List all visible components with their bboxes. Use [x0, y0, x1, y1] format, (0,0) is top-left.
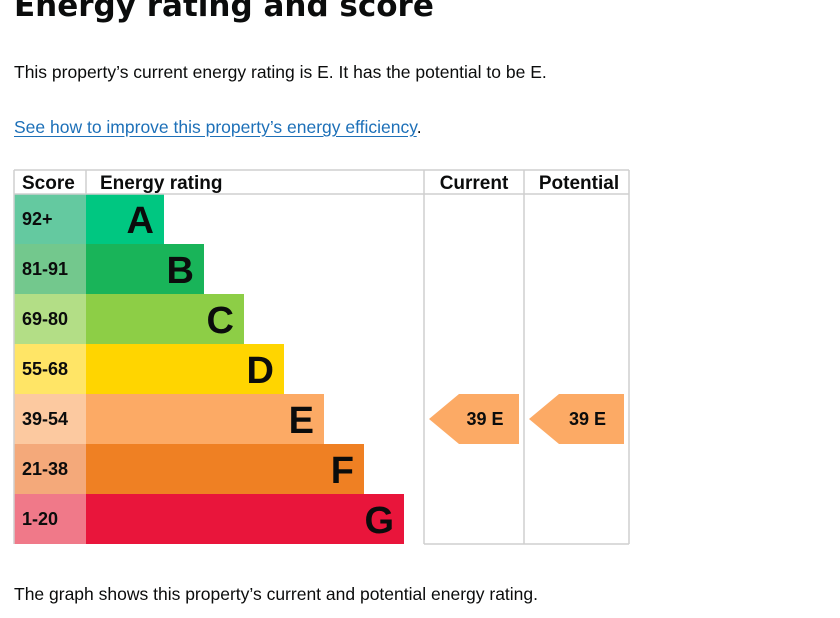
rating-letter-g: G	[364, 500, 394, 542]
current-rating-label: 39 E	[466, 409, 503, 429]
score-cell-b	[14, 244, 86, 294]
improve-link-suffix: .	[416, 117, 422, 137]
score-range-b: 81-91	[22, 259, 68, 279]
rating-bar-f	[86, 444, 364, 494]
rating-bar-b	[86, 244, 204, 294]
current-rating-arrow	[429, 394, 519, 444]
score-range-c: 69-80	[22, 309, 68, 329]
chart-headers: Score Energy rating Current Potential	[22, 173, 619, 194]
score-range-d: 55-68	[22, 359, 68, 379]
score-cell-d	[14, 344, 86, 394]
rating-letter-e: E	[289, 400, 314, 442]
score-cell-g	[14, 494, 86, 544]
header-current: Current	[440, 173, 509, 194]
page-title: Energy rating and score	[14, 0, 434, 24]
rating-letter-a: A	[127, 200, 154, 242]
rating-letter-d: D	[247, 350, 274, 392]
score-cell-a	[14, 194, 86, 244]
rating-bar-g	[86, 494, 404, 544]
rating-letter-f: F	[331, 450, 354, 492]
score-cell-f	[14, 444, 86, 494]
rating-markers: 39 E 39 E	[429, 394, 624, 444]
improve-paragraph: See how to improve this property’s energ…	[14, 115, 422, 139]
rating-bar-a	[86, 194, 164, 244]
rating-bar-c	[86, 294, 244, 344]
rating-bar-e	[86, 394, 324, 444]
rating-summary: This property’s current energy rating is…	[14, 62, 547, 82]
score-range-f: 21-38	[22, 459, 68, 479]
score-range-e: 39-54	[22, 409, 68, 429]
potential-rating-arrow	[529, 394, 624, 444]
chart-grid	[13, 169, 630, 545]
header-potential: Potential	[539, 173, 619, 194]
header-score: Score	[22, 173, 75, 194]
header-energy-rating: Energy rating	[100, 173, 222, 194]
score-cell-c	[14, 294, 86, 344]
score-range-g: 1-20	[22, 509, 58, 529]
rating-letter-b: B	[167, 250, 194, 292]
rating-bands: 92+ A 81-91 B 69-80 C 55-68 D 39-54 E 21-38 F 1-20 G	[14, 194, 404, 544]
improve-efficiency-link[interactable]: See how to improve this property’s energ…	[14, 117, 417, 137]
chart-footnote: The graph shows this property’s current …	[14, 584, 539, 604]
rating-letter-c: C	[207, 300, 234, 342]
score-range-a: 92+	[22, 209, 53, 229]
rating-bar-d	[86, 344, 284, 394]
score-cell-e	[14, 394, 86, 444]
potential-rating-label: 39 E	[569, 409, 606, 429]
